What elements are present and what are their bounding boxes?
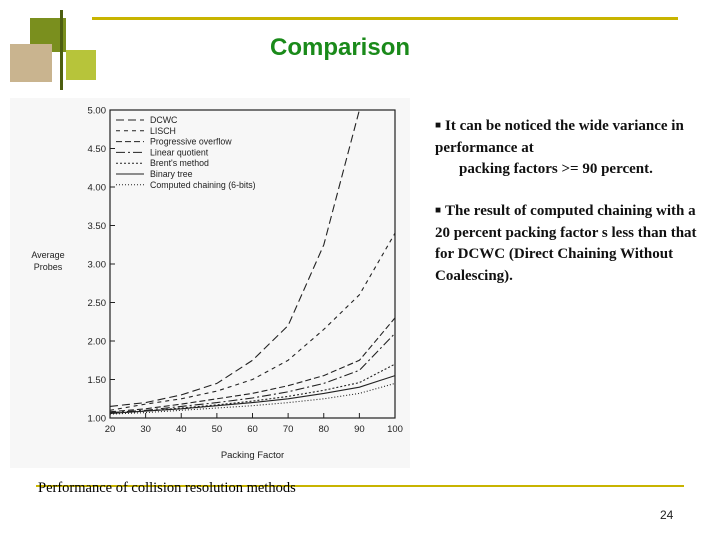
legend-label: LISCH [150,126,176,136]
x-tick-label: 50 [212,424,223,435]
legend-label: Computed chaining (6-bits) [150,180,256,190]
x-tick-label: 40 [176,424,187,435]
decor-square-tan [10,44,52,82]
x-axis-label: Packing Factor [221,450,284,461]
x-tick-label: 100 [387,424,403,435]
decor-square-light-green [66,50,96,80]
y-tick-label: 2.00 [88,337,107,348]
series-line [109,109,360,407]
y-tick-label: 4.00 [88,183,107,194]
bottom-rule [36,485,684,487]
bullet1-line2: packing factors >= 90 percent. [459,161,653,177]
bullet-wide-variance: ■ It can be noticed the wide variance in … [435,115,705,181]
y-tick-label: 3.00 [88,260,107,271]
legend-label: Binary tree [150,169,193,179]
x-tick-label: 80 [318,424,329,435]
legend-label: Brent's method [150,158,209,168]
x-tick-label: 20 [105,424,116,435]
bullet-square-icon: ■ [435,120,442,131]
top-rule [92,17,678,20]
y-tick-label: 1.50 [88,375,107,386]
legend-label: Progressive overflow [150,137,232,147]
bullet1-line1: It can be noticed the wide variance in p… [435,118,684,156]
x-tick-label: 70 [283,424,294,435]
slide-title: Comparison [270,34,411,61]
bullet-square-icon: ■ [435,205,442,216]
legend-label: Linear quotient [150,147,209,157]
figure-caption: Performance of collision resolution meth… [38,480,296,496]
series-line [109,232,396,411]
y-tick-label: 5.00 [88,106,107,117]
y-tick-label: 1.00 [88,414,107,425]
x-tick-label: 60 [247,424,258,435]
series-line [109,317,396,413]
y-tick-label: 2.50 [88,298,107,309]
y-tick-label: 4.50 [88,144,107,155]
x-tick-label: 90 [354,424,365,435]
series-line [109,332,396,414]
legend-label: DCWC [150,115,178,125]
series-line [109,375,396,414]
y-tick-label: 3.50 [88,221,107,232]
line-chart: 1.00 1.50 2.00 2.50 3.00 3.50 4.00 4.50 5.00 20 30… [31,106,403,462]
x-tick-label: 30 [140,424,151,435]
y-axis-label: Average [31,250,64,260]
bullet2-text: The result of computed chaining with a 2… [435,203,697,284]
y-axis-label: Probes [34,262,63,272]
bullet-computed-chaining: ■ The result of computed chaining with a … [435,200,705,287]
page-number: 24 [660,508,674,522]
decor-vertical-line [60,10,63,90]
